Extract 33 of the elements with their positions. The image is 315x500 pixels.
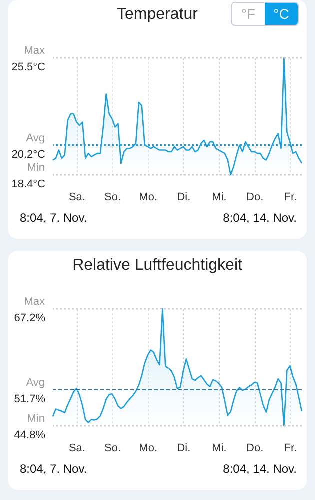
text: 8:04, 14. Nov. [223,211,297,225]
y-tick-label: 20.2°C [12,148,46,161]
chart-title: Temperatur [117,6,198,23]
text: 8:04, 7. Nov. [20,462,88,476]
x-tick-label: Fr. [284,442,298,454]
y-tick-label: 18.4°C [12,178,46,190]
x-tick-label: Do. [246,192,264,204]
x-tick-label: So. [104,192,122,204]
x-tick-label: Sa. [68,192,86,204]
ref-line-label: Avg [26,376,45,389]
ref-line-label: Avg [26,132,45,144]
chart-title: Relative Luftfeuchtigkeit [72,257,244,275]
x-tick-label: Di. [177,192,191,204]
x-tick-label: Mi. [212,192,227,204]
y-tick-label: 25.5°C [12,62,46,74]
y-tick-label: 44.8% [14,430,46,442]
ref-line-label: Min [27,413,45,425]
x-tick-label: Mo. [139,442,158,454]
x-tick-label: Mo. [139,192,158,204]
x-tick-label: Fr. [284,192,298,204]
unit-toggle: °F °C [231,2,299,26]
x-tick-label: Do. [246,442,264,454]
x-tick-label: So. [104,442,122,454]
text: 8:04, 7. Nov. [20,211,88,225]
y-tick-label: 67.2% [14,312,46,324]
x-tick-label: Sa. [68,442,86,454]
y-tick-label: 51.7% [14,393,46,406]
x-tick-label: Mi. [212,442,227,454]
ref-line-label: Min [27,162,45,174]
text: 8:04, 14. Nov. [223,462,297,476]
ref-line-label: Max [24,45,46,57]
ref-line-label: Max [24,296,46,308]
x-tick-label: Di. [177,442,191,454]
